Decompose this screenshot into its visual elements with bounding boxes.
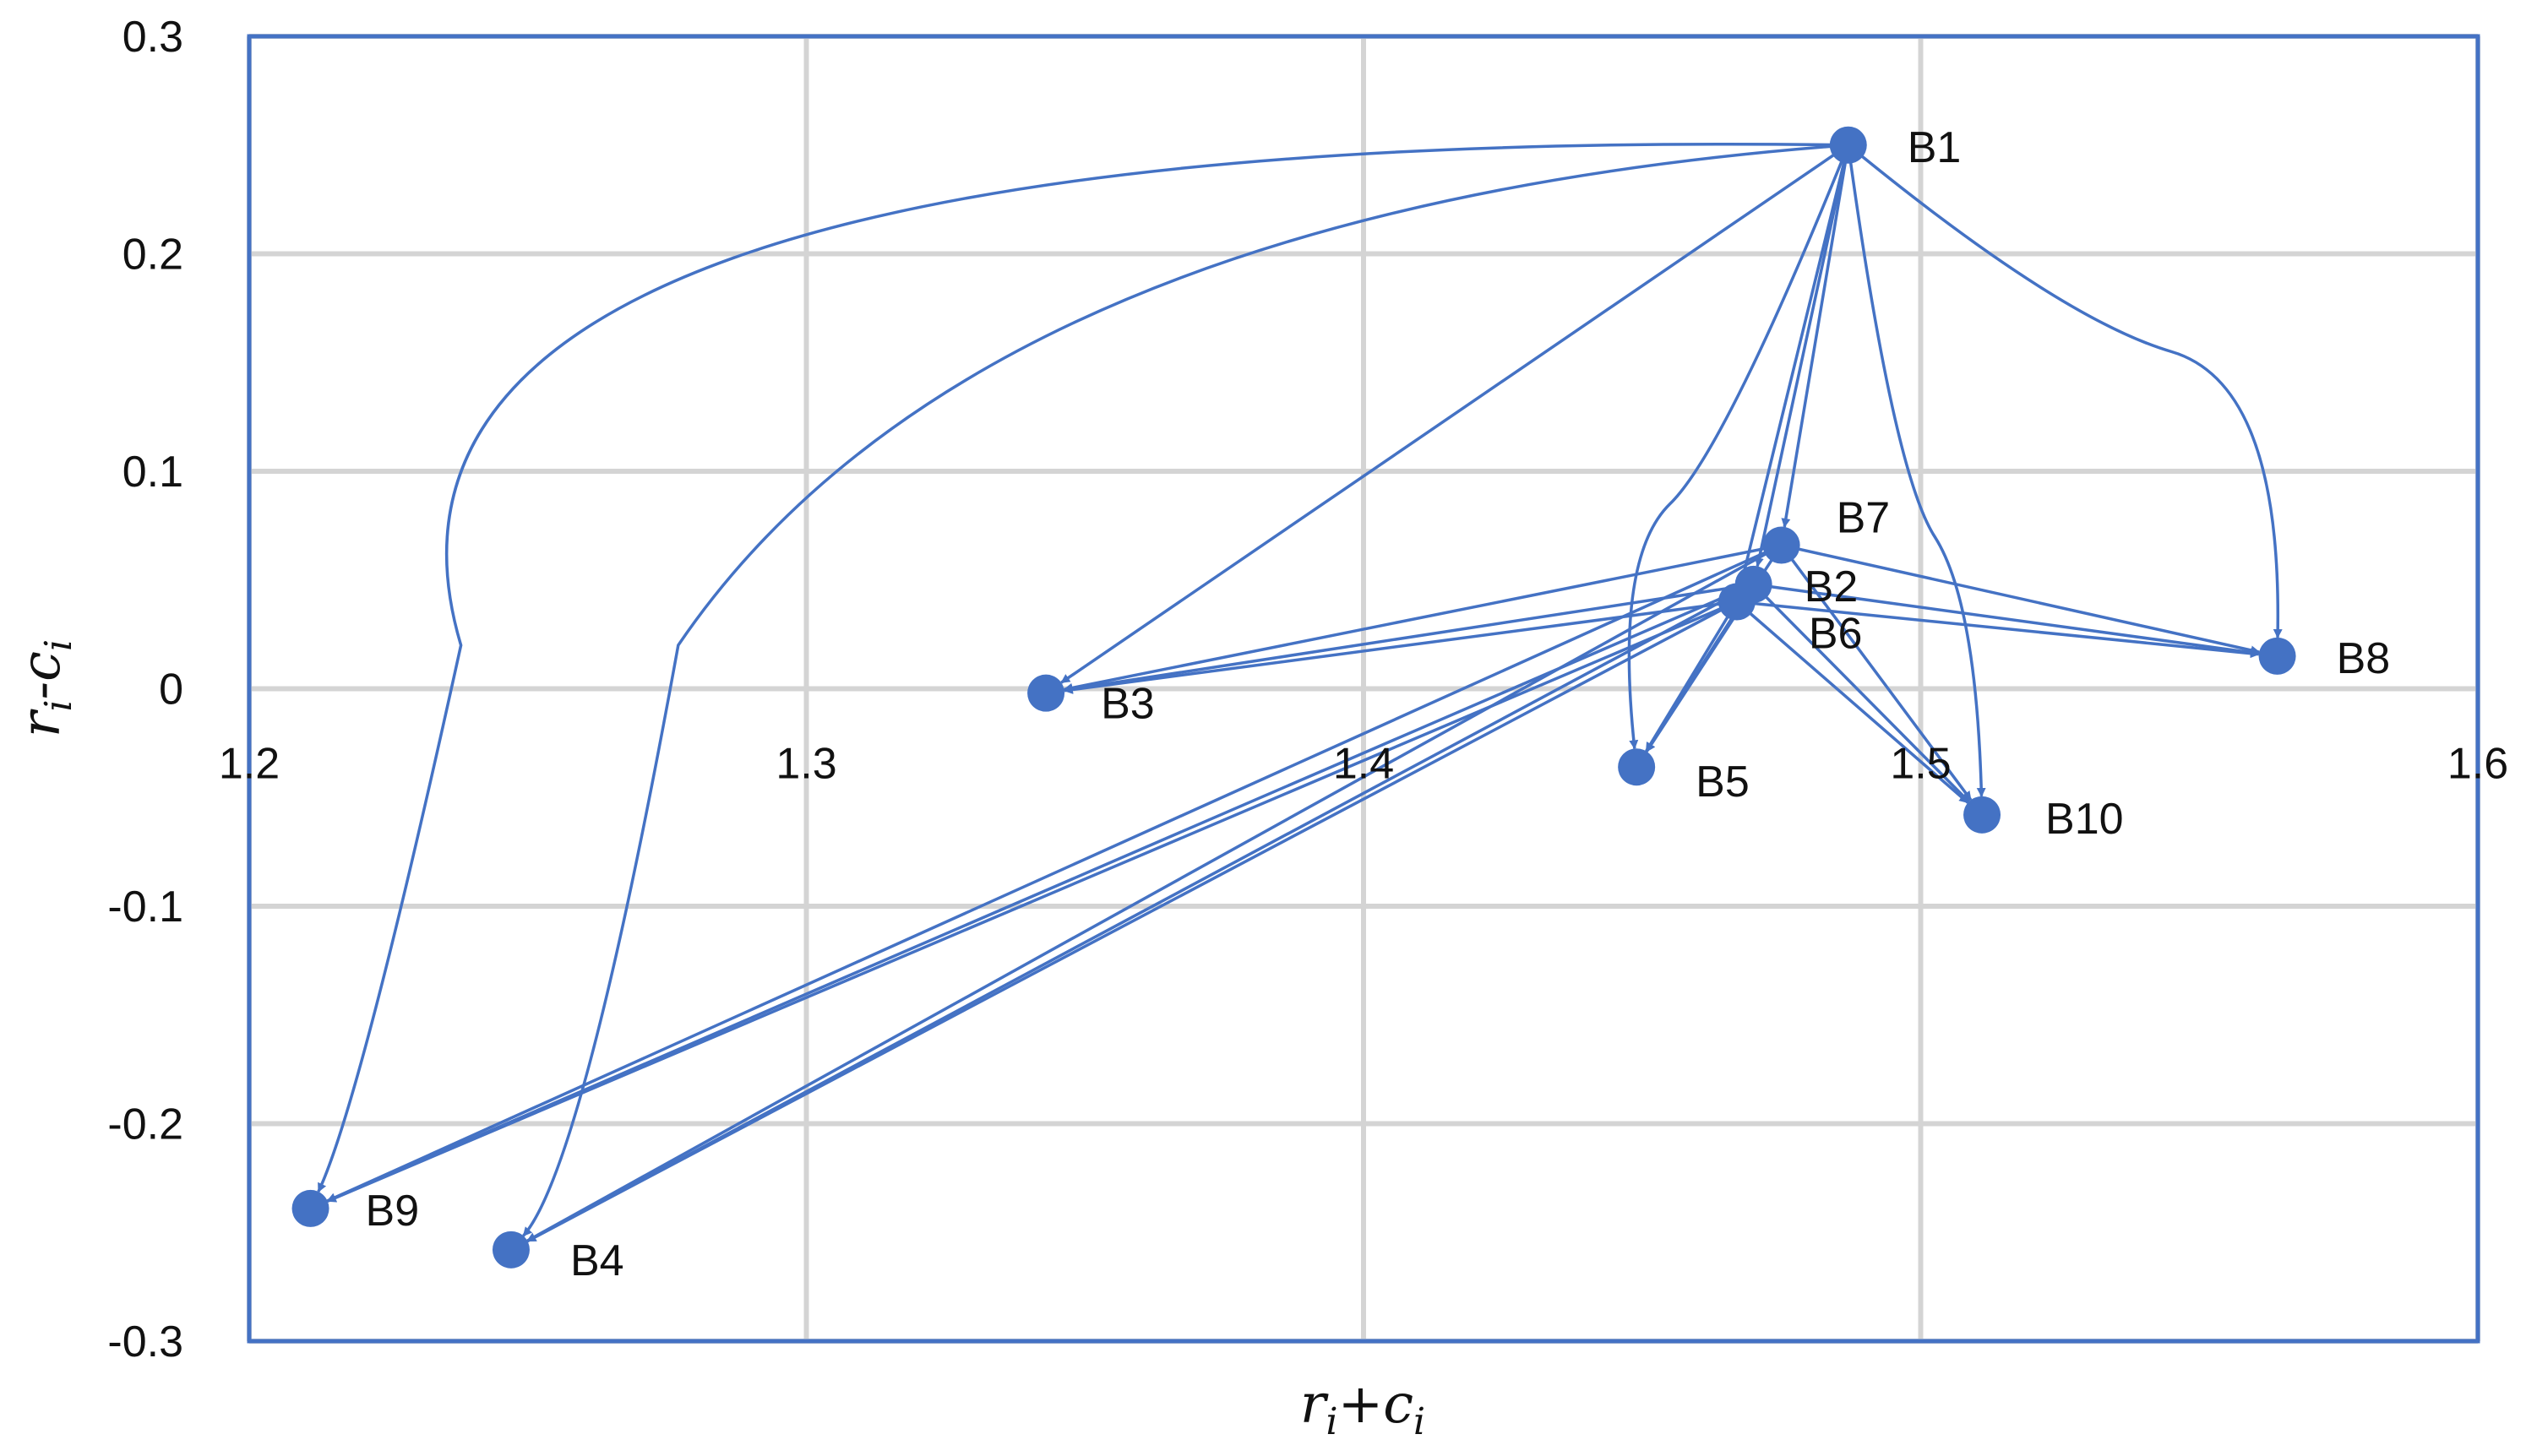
point-label-b7: B7 (1837, 494, 1891, 543)
edge-b7-b10 (1780, 544, 1973, 801)
point-label-b9: B9 (366, 1187, 420, 1236)
x-tick-label: 1.2 (219, 740, 280, 789)
point-label-b6: B6 (1809, 610, 1863, 659)
point-layer: B1 B2 B3 B4 B5 B6 B7 B8 B9 B10 (291, 123, 2391, 1285)
plot-frame (247, 34, 2480, 1344)
edge-b1-b3 (1060, 144, 1849, 684)
edge-b1-b5 (1627, 144, 1850, 750)
edge-b2-b3 (1063, 583, 1754, 694)
x-tick-label: 1.6 (2447, 740, 2508, 789)
edge-b2-b8 (1753, 583, 2260, 657)
edge-b7-b9 (326, 543, 1783, 1203)
point-label-b8: B8 (2337, 634, 2391, 683)
edge-b7-b3 (1063, 543, 1782, 693)
point-b9 (291, 1189, 329, 1227)
tick-layer: 0.3 0.2 0.1 0 -0.1 -0.2 -0.3 1.2 1.3 1.4 1.5 1.6 (107, 13, 2508, 1366)
edge-b1-b10 (1847, 144, 1986, 797)
point-b4 (492, 1231, 530, 1269)
edge-b1-b7 (1781, 144, 1850, 528)
point-b10 (1963, 796, 2001, 834)
point-b5 (1618, 748, 1656, 786)
edge-b1-b2 (1754, 144, 1850, 568)
edge-b6-b4 (526, 600, 1738, 1243)
x-tick-label: 1.5 (1890, 740, 1951, 789)
point-b7 (1762, 526, 1800, 564)
grid-layer (247, 34, 2480, 1344)
point-label-b5: B5 (1696, 758, 1750, 807)
point-label-b10: B10 (2045, 795, 2124, 844)
y-axis-title: ri-ci (10, 639, 80, 737)
edge-layer (317, 142, 2283, 1243)
edge-b1-b8 (1847, 144, 2283, 638)
y-tick-label: 0.2 (122, 231, 183, 280)
x-axis-title: ri+ci (1300, 1373, 1425, 1443)
point-label-b4: B4 (570, 1236, 624, 1285)
point-label-b2: B2 (1805, 562, 1859, 611)
point-b3 (1027, 674, 1065, 712)
point-label-b3: B3 (1101, 680, 1155, 729)
y-tick-label: -0.3 (107, 1317, 183, 1366)
point-b8 (2258, 637, 2296, 675)
point-label-b1: B1 (1908, 123, 1962, 172)
edge-b6-b5 (1645, 600, 1739, 752)
edge-b6-b8 (1736, 600, 2260, 659)
x-tick-label: 1.4 (1333, 740, 1394, 789)
y-tick-label: 0.3 (122, 13, 183, 62)
point-b1 (1829, 126, 1867, 164)
edge-b1-b4 (522, 144, 1848, 1237)
point-b6 (1718, 583, 1756, 621)
edge-b1-b9 (317, 142, 1848, 1193)
y-tick-label: -0.1 (107, 883, 183, 932)
edge-b1-b6 (1739, 144, 1850, 585)
edge-b2-b9 (326, 583, 1755, 1203)
y-tick-label: 0 (159, 666, 183, 714)
y-tick-label: 0.1 (122, 448, 183, 497)
edge-b6-b10 (1735, 600, 1969, 804)
edge-b7-b8 (1781, 543, 2261, 655)
y-tick-label: -0.2 (107, 1100, 183, 1149)
edge-b2-b10 (1752, 583, 1970, 803)
edge-b7-b4 (526, 544, 1783, 1242)
x-tick-label: 1.3 (776, 740, 836, 789)
